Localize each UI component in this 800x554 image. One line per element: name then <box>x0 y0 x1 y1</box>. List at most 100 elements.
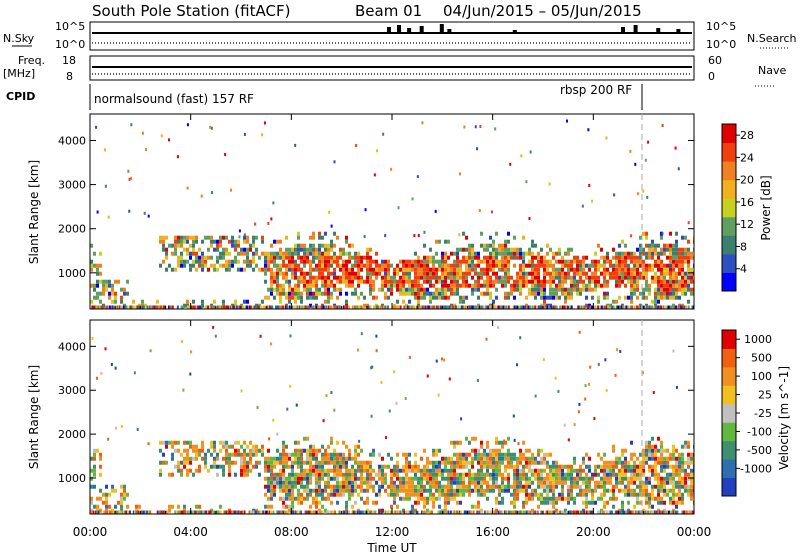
range-time-cell <box>579 271 582 276</box>
range-time-cell <box>567 492 570 497</box>
range-time-cell <box>279 480 282 485</box>
range-time-cell <box>174 267 177 272</box>
range-time-cell <box>114 366 117 370</box>
range-time-cell <box>610 510 613 514</box>
range-time-cell <box>174 235 177 240</box>
nsky-burst <box>439 24 444 33</box>
range-time-cell <box>129 305 132 309</box>
range-time-cell <box>675 484 678 489</box>
range-time-cell <box>285 460 288 465</box>
range-time-cell <box>501 251 504 256</box>
range-time-cell <box>504 452 507 457</box>
range-time-cell <box>186 452 189 457</box>
range-time-cell <box>546 460 549 465</box>
range-time-cell <box>519 484 522 489</box>
range-time-cell <box>366 251 369 256</box>
range-time-cell <box>297 287 300 292</box>
range-time-cell <box>642 263 645 268</box>
range-time-cell <box>411 476 414 481</box>
range-time-cell <box>315 287 318 292</box>
range-time-cell <box>513 488 516 493</box>
range-time-cell <box>672 263 675 268</box>
range-time-cell <box>399 291 402 296</box>
range-time-cell <box>540 255 543 260</box>
range-time-cell <box>312 468 315 473</box>
range-time-cell <box>486 510 489 514</box>
range-time-cell <box>627 305 630 309</box>
range-time-cell <box>435 448 438 453</box>
range-time-cell <box>207 235 210 240</box>
range-time-cell <box>285 291 288 296</box>
range-time-cell <box>513 464 516 469</box>
range-time-cell <box>590 510 593 514</box>
range-time-cell <box>558 287 561 292</box>
range-time-cell <box>235 305 238 309</box>
range-time-cell <box>657 267 660 272</box>
range-time-cell <box>444 295 447 300</box>
range-time-cell <box>441 472 444 477</box>
range-time-cell <box>120 504 123 509</box>
range-time-cell <box>161 305 164 309</box>
range-time-cell <box>678 472 681 477</box>
range-time-cell <box>467 510 470 514</box>
range-time-cell <box>237 243 240 248</box>
range-time-cell <box>93 295 96 300</box>
range-time-cell <box>654 271 657 276</box>
range-time-cell <box>149 349 152 353</box>
range-time-cell <box>429 476 432 481</box>
range-time-cell <box>351 291 354 296</box>
range-time-cell <box>447 456 450 461</box>
range-time-cell <box>333 468 336 473</box>
range-time-cell <box>585 283 588 288</box>
range-time-cell <box>534 295 537 300</box>
range-time-cell <box>279 283 282 288</box>
range-time-cell <box>453 468 456 473</box>
range-time-cell <box>441 259 444 264</box>
range-time-cell <box>225 247 228 252</box>
range-time-cell <box>324 251 327 256</box>
range-time-cell <box>666 283 669 288</box>
range-time-cell <box>618 283 621 288</box>
range-time-cell <box>249 440 252 445</box>
range-time-cell <box>267 251 270 256</box>
range-time-cell <box>687 275 690 280</box>
range-time-cell <box>603 271 606 276</box>
range-time-cell <box>186 247 189 252</box>
nsky-burst <box>676 29 681 33</box>
range-time-cell <box>312 496 315 501</box>
range-time-cell <box>90 283 93 288</box>
range-time-cell <box>561 468 564 473</box>
range-time-cell <box>318 275 321 280</box>
range-time-cell <box>447 287 450 292</box>
range-time-cell <box>501 456 504 461</box>
range-time-cell <box>132 510 135 514</box>
range-time-cell <box>612 460 615 465</box>
range-time-cell <box>588 500 591 505</box>
range-time-cell <box>351 480 354 485</box>
range-time-cell <box>627 500 630 505</box>
range-time-cell <box>301 305 304 309</box>
range-time-cell <box>587 128 590 132</box>
range-time-cell <box>426 456 429 461</box>
range-time-cell <box>228 251 231 256</box>
range-time-cell <box>516 476 519 481</box>
range-time-cell <box>489 460 492 465</box>
range-time-cell <box>519 291 522 296</box>
range-time-cell <box>537 492 540 497</box>
range-time-cell <box>291 271 294 276</box>
range-time-cell <box>467 305 470 309</box>
range-time-cell <box>90 510 92 514</box>
range-time-cell <box>669 247 672 252</box>
range-time-cell <box>441 295 444 300</box>
range-time-cell <box>564 275 567 280</box>
colorbar-segment <box>722 124 736 144</box>
range-time-cell <box>501 255 504 260</box>
range-time-cell <box>477 500 480 505</box>
range-time-cell <box>231 460 234 465</box>
range-time-cell <box>345 251 348 256</box>
range-time-cell <box>495 510 498 514</box>
colorbar-segment <box>722 440 736 460</box>
range-time-cell <box>276 251 279 256</box>
range-time-cell <box>501 484 504 489</box>
